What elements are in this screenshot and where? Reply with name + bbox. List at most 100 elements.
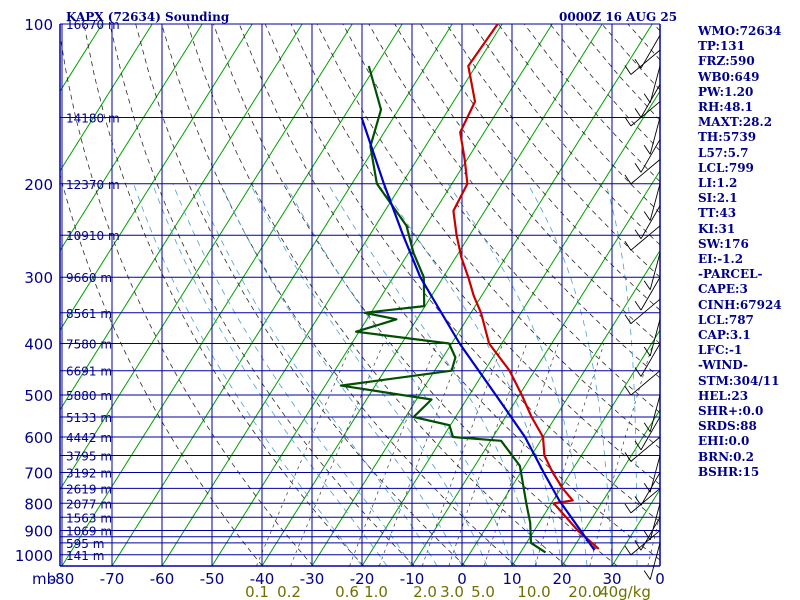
dry-adiabat	[161, 23, 517, 567]
index-line: PW:1.20	[698, 84, 754, 99]
index-line: EHI:0.0	[698, 434, 750, 449]
index-line: WMO:72634	[698, 24, 782, 38]
wind-barb	[649, 319, 661, 357]
wind-barb-flag	[643, 280, 651, 290]
isotherm-line	[611, 489, 661, 567]
index-line: -WIND-	[698, 358, 748, 373]
wind-barb-flag	[634, 440, 642, 451]
index-line: FRZ:590	[698, 54, 755, 69]
temperature-tick-label: -10	[400, 570, 425, 588]
moist-adiabat	[327, 183, 538, 567]
dry-adiabat	[83, 23, 365, 567]
wind-barb	[649, 65, 661, 103]
height-label: 6691 m	[66, 365, 112, 379]
wind-barb-flag	[634, 108, 642, 118]
wind-barb-flag	[634, 300, 642, 311]
index-line: SI:2.1	[698, 191, 738, 206]
moist-adiabat	[220, 183, 463, 567]
index-line: MAXT:28.2	[698, 115, 773, 130]
temperature-tick-label: 20	[552, 570, 571, 588]
mixing-ratio-label: 2.0	[413, 583, 437, 600]
wind-barb	[630, 370, 661, 396]
wind-barb	[649, 117, 661, 155]
moist-adiabat-lines	[133, 183, 638, 567]
wind-barb-flag	[643, 570, 651, 580]
isobar-lines	[60, 23, 660, 556]
isotherm-line	[59, 23, 103, 92]
wind-barb	[640, 205, 661, 239]
dry-adiabat	[601, 23, 661, 91]
height-label: 1563 m	[66, 511, 112, 525]
wind-barb-flag	[643, 144, 651, 155]
isotherm-line	[211, 23, 553, 567]
parcel-profile	[360, 117, 596, 551]
dry-adiabat	[446, 23, 661, 278]
pressure-tick-label: 800	[24, 495, 53, 513]
wind-barb	[649, 503, 661, 541]
wind-barb	[640, 517, 661, 551]
mixing-ratio-line	[256, 343, 353, 567]
wind-barbs	[624, 35, 661, 580]
index-line: HEL:23	[698, 388, 749, 403]
height-label: 595 m	[66, 537, 104, 551]
index-line: CAPE:3	[698, 282, 748, 297]
dry-adiabat	[135, 23, 466, 567]
moist-adiabat	[250, 183, 488, 567]
wind-barb-flag	[624, 545, 632, 556]
moist-adiabat	[527, 183, 613, 567]
temperature-tick-label: -20	[350, 570, 375, 588]
mixing-ratio-label: 0.2	[277, 583, 301, 600]
index-line: LFC:-1	[698, 343, 743, 358]
mixing-ratio-label: 5.0	[471, 583, 495, 600]
wind-barb	[649, 183, 661, 221]
height-label: 8561 m	[66, 307, 112, 321]
wind-barb	[640, 277, 661, 311]
dry-adiabat	[420, 23, 661, 311]
pressure-tick-label: 500	[24, 387, 53, 405]
pressure-tick-label: 300	[24, 269, 53, 287]
index-line: WB0:649	[698, 69, 760, 84]
isotherm-line	[111, 23, 453, 567]
wind-barb-flag	[643, 211, 651, 221]
height-label: 2077 m	[66, 497, 112, 511]
mixing-ratio-lines	[256, 343, 661, 567]
dewpoint-profile	[339, 65, 547, 554]
height-label: 7580 m	[66, 338, 112, 352]
index-line: L57:5.7	[698, 145, 749, 160]
height-label: 2619 m	[66, 482, 112, 496]
mixing-ratio-label: 0.6	[335, 583, 359, 600]
indices-panel: WMO:72634 TP:131 FRZ:590 WB0:649 PW:1.20…	[698, 24, 798, 480]
moist-adiabat	[380, 183, 563, 567]
wind-barb-flag	[624, 174, 632, 185]
dry-adiabat	[264, 23, 661, 523]
mixing-ratio-label: 20.0	[568, 583, 601, 600]
moist-adiabat	[133, 183, 363, 567]
temperature-gridlines	[59, 24, 661, 567]
height-label: 3192 m	[66, 467, 112, 481]
moist-adiabat	[152, 183, 388, 567]
dry-adiabat	[497, 23, 661, 214]
wind-barb	[630, 225, 661, 251]
pressure-tick-label: 900	[24, 523, 53, 541]
mixing-ratio-label: 1.0	[364, 583, 388, 600]
index-line: RH:48.1	[698, 100, 753, 115]
index-line: EI:-1.2	[698, 252, 744, 267]
mixing-ratio-label: 40g/kg	[599, 583, 651, 600]
wind-barb	[640, 343, 661, 377]
wind-barb	[630, 530, 661, 556]
dry-adiabat	[238, 23, 661, 561]
isotherm-line	[161, 23, 503, 567]
pressure-tick-label: 600	[24, 429, 53, 447]
wind-barb	[640, 416, 661, 451]
wind-barb-flag	[634, 540, 642, 551]
index-line: KI:31	[698, 221, 736, 236]
wind-barb	[630, 159, 661, 185]
height-label: 4442 m	[66, 431, 112, 445]
dry-adiabat	[213, 23, 618, 567]
pressure-tick-label: 400	[24, 336, 53, 354]
isotherm-line	[59, 23, 253, 331]
wind-barb-flag	[624, 240, 632, 251]
pressure-tick-label: 1000	[15, 547, 53, 565]
wind-barb	[630, 298, 661, 324]
